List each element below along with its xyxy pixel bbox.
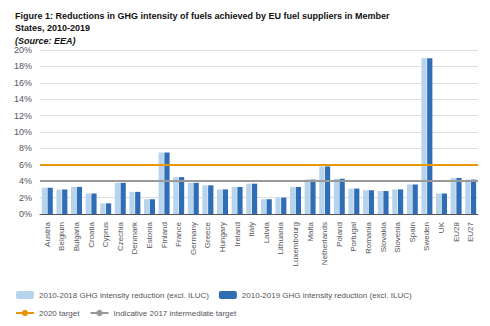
svg-text:Sweden: Sweden bbox=[422, 222, 431, 251]
svg-text:UK: UK bbox=[437, 221, 446, 233]
svg-text:0%: 0% bbox=[19, 209, 32, 219]
svg-text:Greece: Greece bbox=[203, 221, 212, 248]
svg-text:Spain: Spain bbox=[408, 222, 417, 242]
svg-text:Malta: Malta bbox=[306, 221, 315, 241]
svg-text:Netherlands: Netherlands bbox=[320, 222, 329, 265]
svg-text:Poland: Poland bbox=[335, 222, 344, 247]
svg-text:Germany: Germany bbox=[189, 222, 198, 255]
svg-text:EU27: EU27 bbox=[466, 221, 475, 242]
svg-text:Luxembourg: Luxembourg bbox=[291, 222, 300, 266]
svg-text:Croatia: Croatia bbox=[87, 221, 96, 247]
svg-text:Bulgaria: Bulgaria bbox=[72, 221, 81, 251]
svg-text:Hungary: Hungary bbox=[218, 222, 227, 252]
svg-text:Austria: Austria bbox=[43, 221, 52, 246]
svg-text:Belgium: Belgium bbox=[57, 222, 66, 251]
svg-text:States, 2010-2019: States, 2010-2019 bbox=[15, 23, 90, 33]
svg-text:Romania: Romania bbox=[364, 221, 373, 254]
svg-text:8%: 8% bbox=[19, 143, 32, 153]
svg-text:20%: 20% bbox=[14, 45, 32, 55]
svg-text:France: France bbox=[174, 221, 183, 246]
svg-text:12%: 12% bbox=[14, 111, 32, 121]
svg-text:Slovenia: Slovenia bbox=[393, 221, 402, 252]
svg-text:4%: 4% bbox=[19, 176, 32, 186]
svg-text:EU28: EU28 bbox=[452, 221, 461, 242]
svg-text:Portugal: Portugal bbox=[349, 222, 358, 252]
svg-text:Czechia: Czechia bbox=[116, 221, 125, 250]
svg-text:Latvia: Latvia bbox=[262, 221, 271, 243]
svg-text:Italy: Italy bbox=[247, 222, 256, 237]
svg-text:Estonia: Estonia bbox=[145, 221, 154, 248]
svg-text:16%: 16% bbox=[14, 78, 32, 88]
svg-text:Ireland: Ireland bbox=[233, 222, 242, 246]
svg-text:Slovakia: Slovakia bbox=[379, 221, 388, 252]
svg-text:14%: 14% bbox=[14, 94, 32, 104]
svg-text:10%: 10% bbox=[14, 127, 32, 137]
svg-text:Figure 1: Reductions in GHG in: Figure 1: Reductions in GHG intensity of… bbox=[15, 11, 390, 21]
svg-text:Lithuania: Lithuania bbox=[276, 221, 285, 254]
svg-text:2010-2018 GHG intensity reduct: 2010-2018 GHG intensity reduction (excl.… bbox=[39, 291, 209, 300]
svg-text:Finland: Finland bbox=[160, 222, 169, 248]
svg-text:Indicative 2017 intermediate t: Indicative 2017 intermediate target bbox=[113, 309, 237, 318]
svg-text:Denmark: Denmark bbox=[130, 221, 139, 254]
svg-text:18%: 18% bbox=[14, 61, 32, 71]
svg-text:(Source: EEA): (Source: EEA) bbox=[15, 36, 76, 46]
svg-text:2020 target: 2020 target bbox=[39, 309, 80, 318]
svg-text:2010-2019 GHG intensity reduct: 2010-2019 GHG intensity reduction (excl.… bbox=[242, 291, 412, 300]
svg-text:6%: 6% bbox=[19, 160, 32, 170]
svg-text:2%: 2% bbox=[19, 193, 32, 203]
svg-text:Cyprus: Cyprus bbox=[101, 222, 110, 247]
